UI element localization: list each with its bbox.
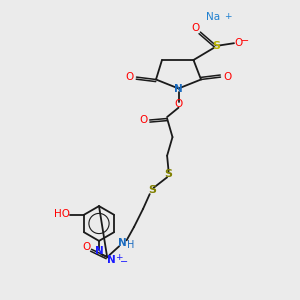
Text: O: O bbox=[174, 99, 183, 109]
Text: O: O bbox=[191, 22, 200, 33]
Text: Na: Na bbox=[206, 12, 220, 22]
Text: O: O bbox=[223, 71, 232, 82]
Text: −: − bbox=[241, 36, 250, 46]
Text: −: − bbox=[120, 257, 128, 267]
Text: H: H bbox=[127, 240, 134, 250]
Text: S: S bbox=[148, 185, 156, 195]
Text: O: O bbox=[140, 115, 148, 125]
Text: O: O bbox=[125, 71, 134, 82]
Text: N: N bbox=[106, 255, 116, 266]
Text: O: O bbox=[82, 242, 91, 252]
Text: HO: HO bbox=[54, 209, 70, 219]
Text: O: O bbox=[235, 38, 243, 48]
Text: S: S bbox=[212, 40, 220, 51]
Text: N: N bbox=[118, 238, 127, 248]
Text: N: N bbox=[94, 246, 103, 256]
Text: N: N bbox=[174, 83, 183, 94]
Text: +: + bbox=[224, 12, 231, 21]
Text: S: S bbox=[165, 169, 172, 179]
Text: +: + bbox=[115, 254, 122, 262]
